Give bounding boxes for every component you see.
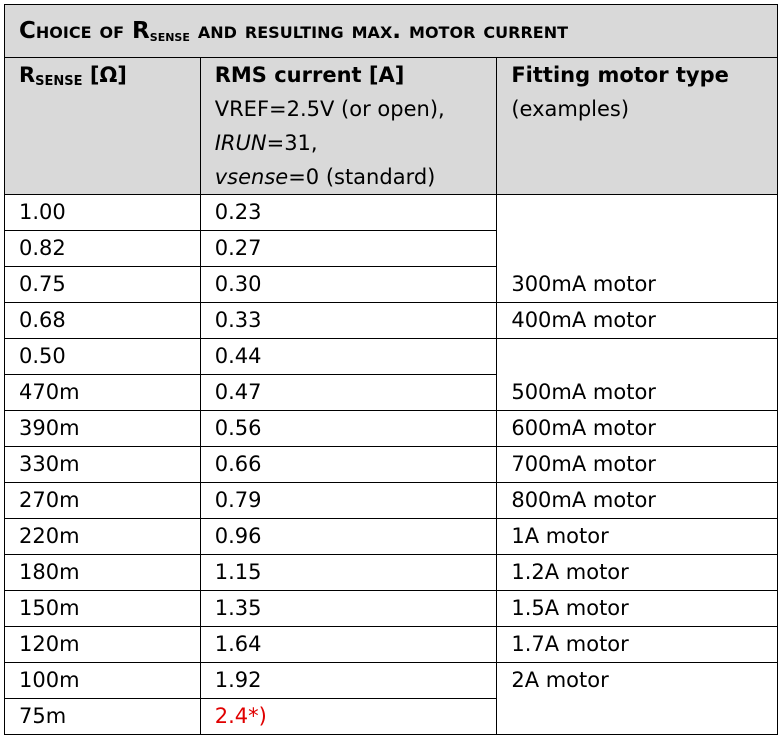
motor-cell: 1.2A motor	[496, 554, 778, 591]
current-cell: 0.30	[199, 266, 498, 303]
motor-cell: 1A motor	[496, 518, 778, 555]
row: 0.50 0.44 500mA motor	[4, 338, 778, 411]
header-note: (examples)	[511, 97, 630, 121]
current-cell: 0.27	[199, 230, 498, 267]
header-note: =31,	[266, 131, 318, 155]
rsense-cell: 75m	[4, 698, 201, 735]
row: 330m 0.66 700mA motor	[4, 446, 778, 483]
rsense-cell: 1.00	[4, 194, 201, 231]
motor-cell: 1.7A motor	[496, 626, 778, 663]
header: R	[19, 63, 36, 87]
rsense-cell: 0.50	[4, 338, 201, 375]
header: [Ω]	[82, 63, 127, 87]
motor-cell: 800mA motor	[496, 482, 778, 519]
rsense-cell: 180m	[4, 554, 201, 591]
row: 100m 1.92 2A motor	[4, 662, 778, 735]
motor-cell: 700mA motor	[496, 446, 778, 483]
current-cell: 0.23	[199, 194, 498, 231]
title: and resulting max. motor current	[189, 18, 569, 44]
rsense-cell: 0.68	[4, 302, 201, 339]
rsense-cell: 220m	[4, 518, 201, 555]
row: 390m 0.56 600mA motor	[4, 410, 778, 447]
row: 180m 1.15 1.2A motor	[4, 554, 778, 591]
header-note: VREF=2.5V (or open),	[214, 97, 445, 121]
table: Choice of Rsense and resulting max. moto…	[4, 4, 778, 735]
current-cell: 0.96	[199, 518, 498, 555]
row: 0.82 0.27	[4, 230, 778, 267]
title-sub: sense	[149, 27, 190, 45]
motor-cell: 500mA motor	[496, 338, 778, 411]
rsense-cell: 0.75	[4, 266, 201, 303]
row: 270m 0.79 800mA motor	[4, 482, 778, 519]
current-cell: 1.64	[199, 626, 498, 663]
header-note: IRUN	[214, 131, 267, 155]
row: 120m 1.64 1.7A motor	[4, 626, 778, 663]
rsense-cell: 150m	[4, 590, 201, 627]
row: 75m 2.4*)	[4, 698, 778, 735]
motor-cell: 400mA motor	[496, 302, 778, 339]
current-cell: 0.56	[199, 410, 498, 447]
motor-cell: 1.5A motor	[496, 590, 778, 627]
current-cell: 1.15	[199, 554, 498, 591]
rsense-cell: 100m	[4, 662, 201, 699]
header-cell: RMS current [A] VREF=2.5V (or open), IRUN=…	[199, 57, 498, 195]
title: Choice of R	[19, 18, 150, 44]
rsense-cell: 270m	[4, 482, 201, 519]
motor-cell: 2A motor	[496, 662, 778, 735]
current-cell: 0.44	[199, 338, 498, 375]
current-cell: 0.47	[199, 374, 498, 411]
title-cell: Choice of Rsense and resulting max. moto…	[4, 4, 778, 58]
rsense-cell: 330m	[4, 446, 201, 483]
motor-cell: 600mA motor	[496, 410, 778, 447]
current-cell: 2.4*)	[199, 698, 498, 735]
motor-cell: 300mA motor	[496, 194, 778, 303]
rsense-cell: 0.82	[4, 230, 201, 267]
current-cell: 0.79	[199, 482, 498, 519]
current-cell: 1.35	[199, 590, 498, 627]
header-sub: SENSE	[35, 74, 83, 89]
header-note: =0 (standard)	[288, 165, 436, 189]
current-cell: 0.66	[199, 446, 498, 483]
current-cell: 1.92	[199, 662, 498, 699]
rsense-cell: 470m	[4, 374, 201, 411]
header: Fitting motor type	[511, 63, 729, 87]
current-cell: 0.33	[199, 302, 498, 339]
rsense-cell: 390m	[4, 410, 201, 447]
row: 220m 0.96 1A motor	[4, 518, 778, 555]
header: RMS current [A]	[214, 63, 405, 87]
header-cell: RSENSE [Ω]	[4, 57, 201, 195]
row: 150m 1.35 1.5A motor	[4, 590, 778, 627]
table-body: 1.00 0.23 300mA motor 0.82 0.27 0.75 0.30 0.68 0…	[4, 194, 778, 735]
row: 1.00 0.23 300mA motor	[4, 194, 778, 303]
rsense-cell: 120m	[4, 626, 201, 663]
header-note: vsense	[214, 165, 289, 189]
row: 0.68 0.33 400mA motor	[4, 302, 778, 339]
header-cell: Fitting motor type (examples)	[496, 57, 778, 195]
